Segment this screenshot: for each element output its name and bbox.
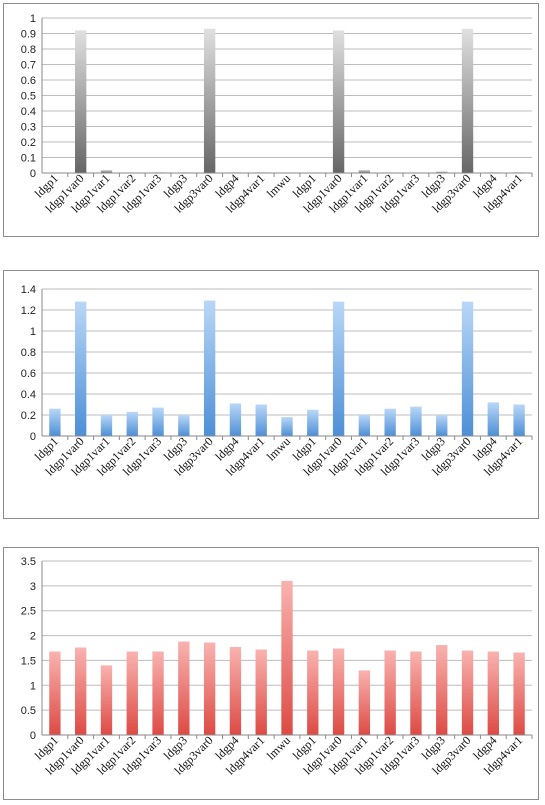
y-tick-label: 0.2 [21, 137, 36, 149]
bar [100, 415, 113, 436]
bar [358, 169, 371, 173]
x-tick-label: lmwu [264, 171, 293, 200]
y-tick-label: 0.9 [21, 29, 36, 41]
bar [203, 28, 216, 173]
bar [461, 28, 474, 173]
bar [126, 411, 138, 436]
y-tick-label: 0 [30, 431, 36, 443]
bar [461, 301, 474, 436]
y-tick-label: 0 [30, 168, 36, 180]
bar-chart-1: 00.10.20.30.40.50.60.70.80.91ldgp1ldgp1v… [21, 13, 533, 216]
y-tick-label: 0.7 [21, 60, 36, 72]
y-tick-label: 1.5 [21, 655, 36, 667]
bar [384, 650, 396, 735]
y-tick-label: 0.6 [21, 75, 36, 87]
bar [487, 402, 499, 436]
y-tick-label: 1 [30, 13, 36, 25]
bar [410, 406, 422, 436]
bar [178, 641, 190, 735]
y-tick-label: 3 [30, 581, 36, 593]
bar [152, 407, 164, 436]
bar [307, 409, 319, 436]
bar [281, 417, 293, 436]
chart-panel-3: 0 0.5 1 1.5 2 2.5 3 3.5 ldgp1 ldgp1var0 ldgp1var1 l… [3, 547, 539, 800]
bar [178, 415, 190, 436]
bar [307, 650, 319, 735]
bar [203, 300, 216, 436]
y-tick-label: 0.4 [21, 389, 36, 401]
y-tick-label: 0 [30, 730, 36, 742]
bar [152, 651, 164, 735]
bar [461, 650, 474, 735]
bar [281, 580, 293, 735]
y-tick-label: 0.3 [21, 122, 36, 134]
y-tick-label: 0.5 [21, 91, 36, 103]
bar [332, 301, 345, 436]
bar [436, 415, 448, 436]
y-tick-label: 1 [30, 326, 36, 338]
bar [358, 415, 371, 436]
bar [75, 647, 87, 735]
bar [487, 651, 499, 735]
x-tick-label: lmwu [264, 434, 293, 463]
y-tick-label: 3.5 [21, 556, 36, 568]
y-tick-label: 0.2 [21, 410, 36, 422]
y-tick-label: 1.2 [21, 305, 36, 317]
y-tick-label: 0.4 [21, 106, 36, 118]
bar [436, 171, 448, 173]
y-tick-label: 2.5 [21, 606, 36, 618]
y-tick-label: 1 [30, 680, 36, 692]
bar [513, 404, 525, 436]
bar [75, 30, 87, 174]
bar [203, 642, 216, 735]
bar [358, 670, 371, 735]
y-tick-label: 2 [30, 631, 36, 643]
y-tick-label: 1.4 [21, 284, 36, 296]
bar [126, 651, 138, 735]
bar [255, 404, 267, 436]
bar [229, 403, 242, 436]
bar [49, 408, 61, 436]
bar [332, 30, 345, 174]
bar [100, 169, 113, 173]
bar [513, 652, 525, 735]
bar [229, 647, 242, 735]
x-tick-label: lmwu [264, 733, 293, 762]
chart-panel-2: 0 0.2 0.4 0.6 0.8 1 1.2 1.4 ldgp1 ldgp1var0 ldgp1v… [3, 270, 539, 519]
bar [384, 408, 396, 436]
bar [100, 665, 113, 735]
y-tick-label: 0.6 [21, 368, 36, 380]
bar-chart-3: 00.511.522.533.5ldgp1ldgp1var0ldgp1var1l… [21, 556, 533, 778]
y-tick-label: 0.5 [21, 705, 36, 717]
chart-panel-1: 0 0.1 0.2 0.3 0.4 0.5 0.6 0.7 0.8 0.9 1 ldgp1 ldgp1v… [3, 3, 539, 237]
bar [436, 645, 448, 735]
bar [75, 301, 87, 436]
y-tick-label: 0.8 [21, 347, 36, 359]
bar [410, 651, 422, 735]
bar [255, 649, 267, 735]
bar [49, 651, 61, 735]
bar [332, 648, 345, 735]
y-tick-label: 0.8 [21, 44, 36, 56]
bar-chart-2: 00.20.40.60.811.21.4ldgp1ldgp1var0ldgp1v… [21, 284, 533, 479]
y-tick-label: 0.1 [21, 153, 36, 165]
